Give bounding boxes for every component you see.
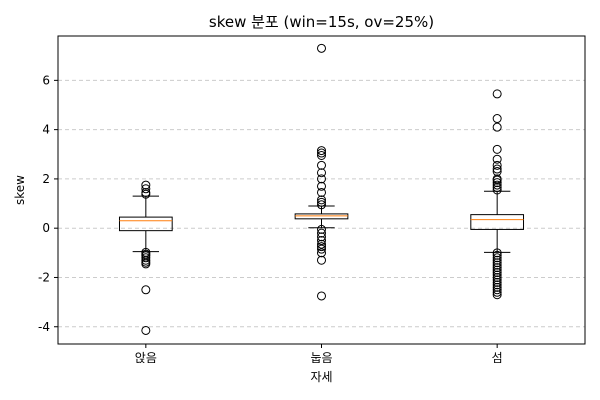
outlier-point (492, 89, 502, 99)
outlier-point (317, 187, 326, 197)
outlier-point (492, 277, 502, 287)
outlier-point (317, 174, 326, 184)
outlier-point (317, 195, 326, 205)
outlier-point (317, 244, 326, 254)
outlier-point (317, 200, 326, 210)
outlier-point (492, 282, 502, 292)
outlier-point (492, 265, 502, 275)
box-group (470, 89, 525, 300)
outlier-point (317, 146, 326, 156)
outlier-point (492, 180, 502, 190)
outlier-point (492, 144, 502, 154)
outlier-point (492, 250, 502, 260)
outlier-point (317, 151, 326, 161)
outlier-point (317, 160, 326, 170)
outlier-point (317, 43, 326, 53)
x-axis-label: 자세 (310, 370, 332, 384)
outlier-point (317, 228, 326, 238)
outlier-point (317, 168, 326, 178)
outlier-point (317, 255, 326, 265)
iqr-box (118, 216, 173, 232)
outlier-point (492, 253, 502, 263)
outlier-point (141, 259, 151, 269)
y-axis-ticks: -4 -2 0 2 4 6 (38, 73, 58, 334)
y-tick-label: -4 (38, 320, 50, 334)
outlier-point (317, 291, 326, 301)
outlier-point (317, 248, 326, 258)
boxplot-series (118, 43, 525, 335)
outlier-point (492, 260, 502, 270)
outlier-point (141, 253, 151, 263)
x-tick-label: 눕음 (310, 351, 332, 365)
outlier-point (317, 239, 326, 249)
outlier-point (492, 287, 502, 297)
outlier-point (492, 268, 502, 278)
box-group (118, 180, 173, 335)
outlier-point (141, 180, 151, 190)
x-tick-label: 앉음 (135, 351, 157, 365)
y-tick-label: 4 (42, 123, 50, 137)
outlier-point (492, 167, 502, 177)
y-tick-label: -2 (38, 270, 50, 284)
outlier-point (492, 280, 502, 290)
x-axis-ticks: 앉음 눕음 섬 (135, 344, 503, 365)
outlier-point (492, 154, 502, 164)
outlier-point (492, 255, 502, 265)
outlier-point (492, 275, 502, 285)
chart-title: skew 분포 (win=15s, ov=25%) (209, 13, 434, 31)
box-group (294, 43, 349, 301)
outlier-point (141, 285, 151, 295)
outlier-point (317, 224, 326, 234)
outlier-point (317, 232, 326, 242)
x-tick-label: 섬 (492, 351, 503, 365)
outlier-point (492, 183, 502, 193)
outlier-point (492, 285, 502, 295)
outlier-point (492, 178, 502, 188)
outlier-point (492, 122, 502, 132)
y-tick-label: 6 (42, 73, 50, 87)
y-tick-label: 0 (42, 221, 50, 235)
outlier-point (492, 160, 502, 170)
outlier-point (317, 242, 326, 252)
iqr-box (470, 214, 525, 230)
outlier-point (317, 236, 326, 246)
outlier-point (141, 325, 151, 335)
outlier-point (492, 290, 502, 300)
outlier-point (492, 248, 502, 258)
outlier-point (317, 197, 326, 207)
outlier-point (141, 184, 151, 194)
outlier-point (492, 272, 502, 282)
outlier-point (492, 114, 502, 124)
outlier-point (492, 258, 502, 268)
outlier-point (492, 175, 502, 185)
outlier-point (317, 148, 326, 158)
outlier-point (141, 189, 151, 199)
y-tick-label: 2 (42, 172, 50, 186)
outlier-point (492, 263, 502, 273)
y-axis-label: skew (13, 175, 27, 205)
outlier-point (492, 270, 502, 280)
outlier-point (317, 181, 326, 191)
outlier-point (492, 185, 502, 195)
outlier-point (492, 164, 502, 174)
